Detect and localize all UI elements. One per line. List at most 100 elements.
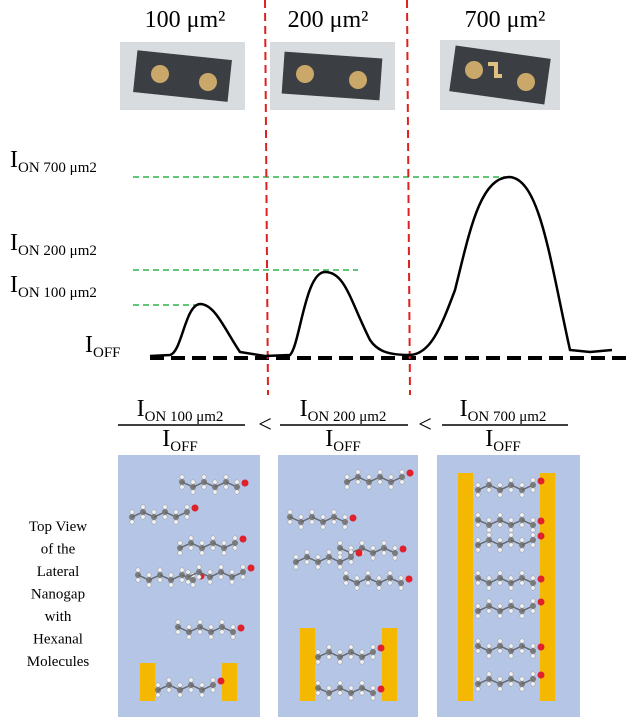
- hydrogen: [487, 478, 491, 482]
- hydrogen: [487, 644, 491, 648]
- hydrogen: [487, 654, 491, 658]
- hydrogen: [367, 475, 371, 479]
- hydrogen: [360, 650, 364, 654]
- hydrogen: [400, 470, 404, 474]
- caption-line: with: [45, 609, 72, 625]
- oxygen: [407, 470, 414, 477]
- hydrogen: [487, 533, 491, 537]
- hydrogen: [180, 475, 184, 479]
- hydrogen: [332, 510, 336, 514]
- hydrogen: [202, 475, 206, 479]
- hydrogen: [498, 677, 502, 681]
- oxygen: [240, 536, 247, 543]
- denominator: IOFF: [325, 426, 361, 455]
- hydrogen: [169, 583, 173, 587]
- ratio: ION 700 μm2 IOFF: [442, 396, 568, 455]
- carbon: [232, 540, 238, 546]
- hydrogen: [531, 543, 535, 547]
- hydrogen: [498, 614, 502, 618]
- hydrogen: [509, 518, 513, 522]
- hydrogen: [200, 693, 204, 697]
- hydrogen: [156, 683, 160, 687]
- hydrogen: [213, 490, 217, 494]
- hydrogen: [509, 599, 513, 603]
- pad: [349, 71, 367, 89]
- hydrogen: [476, 677, 480, 681]
- hydrogen: [316, 650, 320, 654]
- hydrogen: [487, 672, 491, 676]
- hydrogen: [130, 520, 134, 524]
- hydrogen: [509, 488, 513, 492]
- hydrogen: [136, 578, 140, 582]
- oxygen: [538, 599, 545, 606]
- hydrogen: [476, 523, 480, 527]
- carbon: [234, 484, 240, 490]
- hydrogen: [167, 688, 171, 692]
- carbon: [530, 648, 536, 654]
- hydrogen: [509, 682, 513, 686]
- oxygen: [406, 576, 413, 583]
- comparator: <: [258, 412, 272, 438]
- oxygen: [192, 505, 199, 512]
- carbon: [370, 690, 376, 696]
- hydrogen: [327, 550, 331, 554]
- oxygen: [356, 550, 363, 557]
- hydrogen: [327, 645, 331, 649]
- hydrogen: [498, 581, 502, 585]
- hydrogen: [332, 520, 336, 524]
- hydrogen: [305, 560, 309, 564]
- hydrogen: [316, 565, 320, 569]
- ratio: ION 100 μm2 IOFF: [118, 396, 245, 455]
- hydrogen: [338, 681, 342, 685]
- oxygen: [538, 533, 545, 540]
- hydrogen: [520, 677, 524, 681]
- hydrogen: [299, 525, 303, 529]
- hydrogen: [520, 483, 524, 487]
- hydrogen: [371, 696, 375, 700]
- electrode: [458, 473, 473, 701]
- caption-line: Molecules: [27, 654, 90, 670]
- hydrogen: [498, 571, 502, 575]
- carbon: [399, 474, 405, 480]
- hydrogen: [174, 510, 178, 514]
- hydrogen: [498, 493, 502, 497]
- hydrogen: [382, 551, 386, 555]
- hydrogen: [191, 583, 195, 587]
- hydrogen: [178, 541, 182, 545]
- hydrogen: [180, 485, 184, 489]
- hydrogen: [476, 493, 480, 497]
- hydrogen: [211, 546, 215, 550]
- hydrogen: [211, 688, 215, 692]
- hydrogen: [189, 678, 193, 682]
- hydrogen: [498, 538, 502, 542]
- hydrogen: [288, 520, 292, 524]
- hydrogen: [198, 630, 202, 634]
- hydrogen: [345, 485, 349, 489]
- hydrogen: [371, 645, 375, 649]
- hydrogen: [349, 696, 353, 700]
- hydrogen: [305, 550, 309, 554]
- hydrogen: [520, 513, 524, 517]
- hydrogen: [191, 480, 195, 484]
- hydrogen: [393, 556, 397, 560]
- hydrogen: [163, 515, 167, 519]
- hydrogen: [389, 485, 393, 489]
- hydrogen: [169, 573, 173, 577]
- denominator: IOFF: [485, 426, 521, 455]
- hydrogen: [185, 505, 189, 509]
- hydrogen: [230, 580, 234, 584]
- hydrogen: [185, 515, 189, 519]
- hydrogen: [476, 538, 480, 542]
- hydrogen: [476, 581, 480, 585]
- carbon: [530, 482, 536, 488]
- hydrogen: [186, 570, 190, 574]
- oxygen: [538, 672, 545, 679]
- hydrogen: [349, 655, 353, 659]
- numerator: ION 200 μm2: [300, 396, 387, 425]
- hydrogen: [360, 541, 364, 545]
- hydrogen: [509, 478, 513, 482]
- hydrogen: [498, 513, 502, 517]
- hydrogen: [294, 565, 298, 569]
- hydrogen: [382, 541, 386, 545]
- hydrogen: [321, 525, 325, 529]
